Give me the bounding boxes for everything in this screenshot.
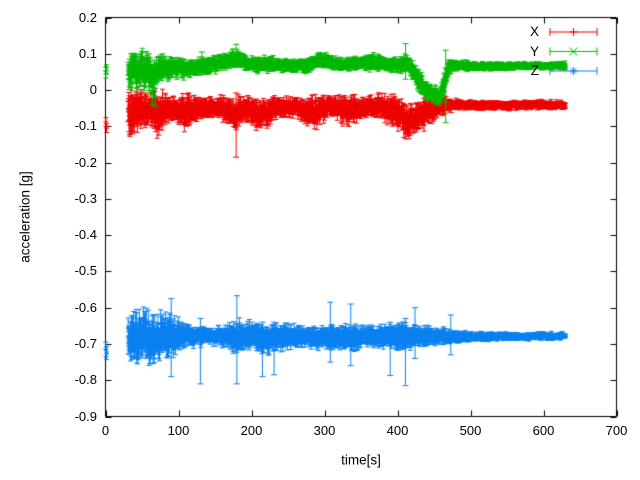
y-tick-label-0.1: 0.1 <box>78 45 97 61</box>
x-tick-label-500: 500 <box>459 423 482 438</box>
y-tick-label--0.2: -0.2 <box>74 154 97 170</box>
legend-label-Z: Z <box>530 63 539 78</box>
y-tick-label-0: 0 <box>89 82 97 98</box>
y-tick-label--0.5: -0.5 <box>74 263 97 279</box>
y-tick-label--0.3: -0.3 <box>74 190 97 206</box>
x-tick-label-700: 700 <box>605 423 628 438</box>
x-tick-label-100: 100 <box>167 423 190 438</box>
x-tick-label-400: 400 <box>386 423 409 438</box>
y-tick-label--0.9: -0.9 <box>74 408 97 424</box>
y-axis-title: acceleration [g] <box>17 171 33 263</box>
y-tick-label--0.8: -0.8 <box>74 372 97 388</box>
x-tick-label-200: 200 <box>240 423 263 438</box>
y-tick-label--0.6: -0.6 <box>74 299 97 315</box>
y-tick-label--0.4: -0.4 <box>74 227 97 243</box>
x-tick-label-300: 300 <box>313 423 336 438</box>
legend-label-Y: Y <box>529 43 539 59</box>
x-tick-label-600: 600 <box>532 423 555 438</box>
y-tick-label-0.2: 0.2 <box>78 9 97 25</box>
x-axis-title: time[s] <box>341 452 381 468</box>
y-tick-label--0.7: -0.7 <box>74 335 97 351</box>
y-tick-label--0.1: -0.1 <box>74 118 97 134</box>
legend-label-X: X <box>529 24 539 39</box>
x-tick-label-0: 0 <box>101 423 110 438</box>
